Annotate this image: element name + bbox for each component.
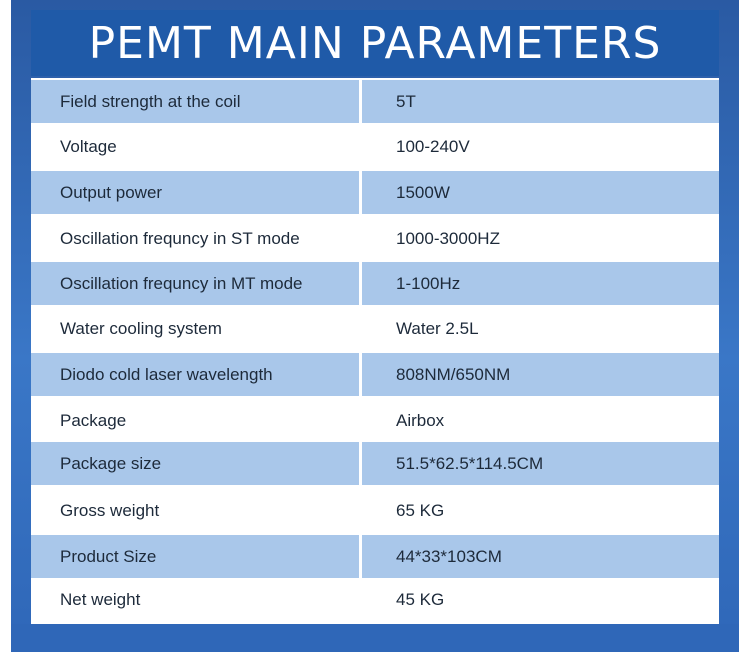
param-value: 1-100Hz xyxy=(362,262,719,305)
page-title: PEMT MAIN PARAMETERS xyxy=(31,10,719,76)
param-label: Package xyxy=(60,410,127,430)
param-label: Output power xyxy=(31,171,359,214)
param-value: 65 KG xyxy=(396,500,445,520)
param-label: Voltage xyxy=(60,136,117,156)
param-label: Oscillation frequncy in ST mode xyxy=(60,228,300,248)
param-label: Package size xyxy=(31,442,359,485)
param-value: 100-240V xyxy=(396,136,470,156)
param-label: Net weight xyxy=(60,589,141,609)
param-label: Product Size xyxy=(31,535,359,578)
param-value: 808NM/650NM xyxy=(362,353,719,396)
param-value: 45 KG xyxy=(396,589,445,609)
parameters-table: Field strength at the coil 5T Voltage 10… xyxy=(31,78,719,624)
table-row: Diodo cold laser wavelength 808NM/650NM xyxy=(31,353,719,396)
param-label: Water cooling system xyxy=(60,318,222,338)
param-label: Oscillation frequncy in MT mode xyxy=(31,262,359,305)
table-row: Product Size 44*33*103CM xyxy=(31,535,719,578)
table-row: Field strength at the coil 5T xyxy=(31,80,719,123)
table-row: Oscillation frequncy in MT mode 1-100Hz xyxy=(31,262,719,305)
param-value: 5T xyxy=(362,80,719,123)
table-row: Gross weight 65 KG xyxy=(31,489,719,532)
param-value: Water 2.5L xyxy=(396,318,479,338)
table-row: Voltage 100-240V xyxy=(31,125,719,168)
param-value: Airbox xyxy=(396,410,445,430)
bottom-border xyxy=(11,624,739,652)
table-row: Output power 1500W xyxy=(31,171,719,214)
table-row: Package size 51.5*62.5*114.5CM xyxy=(31,442,719,485)
param-value: 1000-3000HZ xyxy=(396,228,500,248)
param-label: Gross weight xyxy=(60,500,160,520)
param-value: 1500W xyxy=(362,171,719,214)
param-value: 51.5*62.5*114.5CM xyxy=(362,442,719,485)
param-label: Diodo cold laser wavelength xyxy=(31,353,359,396)
table-row: Oscillation frequncy in ST mode 1000-300… xyxy=(31,217,719,260)
table-row: Net weight 45 KG xyxy=(31,578,719,621)
param-value: 44*33*103CM xyxy=(362,535,719,578)
param-label: Field strength at the coil xyxy=(31,80,359,123)
table-row: Package Airbox xyxy=(31,399,719,442)
table-row: Water cooling system Water 2.5L xyxy=(31,307,719,350)
